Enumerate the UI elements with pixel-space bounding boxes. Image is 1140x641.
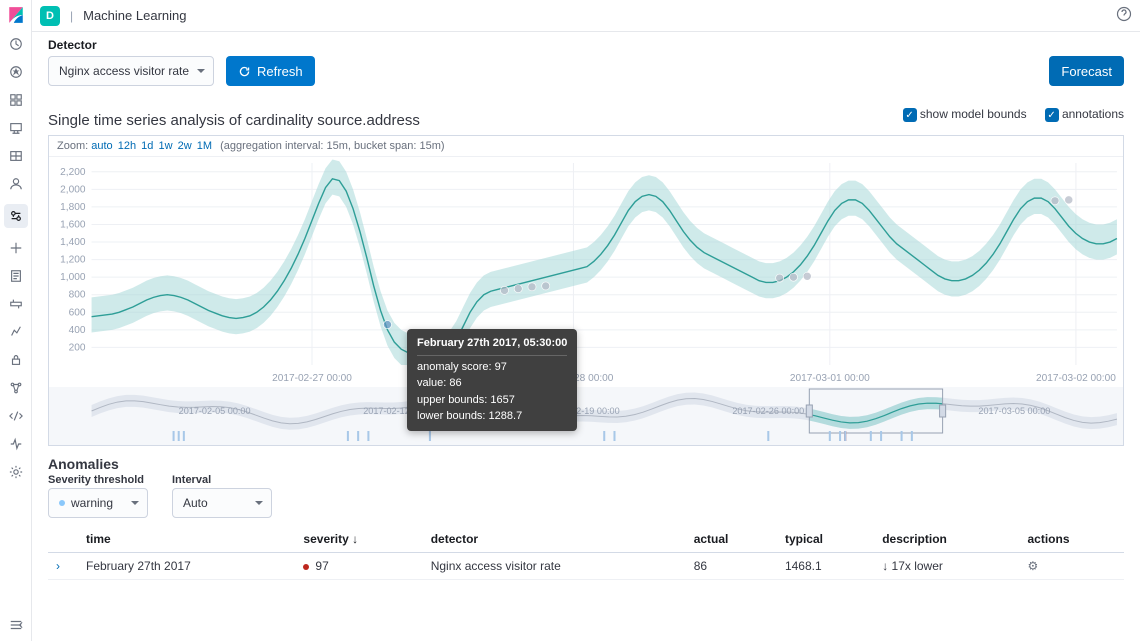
forecast-button[interactable]: Forecast [1049, 56, 1124, 86]
svg-text:2,200: 2,200 [60, 167, 86, 178]
detector-select[interactable]: Nginx access visitor rate [48, 56, 214, 86]
main-timeseries-chart[interactable]: 200 400 600 800 1,000 1,200 1,400 1,600 1,800 2,0… [49, 157, 1123, 387]
left-nav-rail [0, 0, 32, 641]
breadcrumb-sep: | [70, 9, 73, 23]
svg-text:600: 600 [69, 307, 86, 318]
main-panel: D | Machine Learning Detector Nginx acce… [32, 0, 1140, 641]
svg-text:200: 200 [69, 342, 86, 353]
nav-dev-icon[interactable] [8, 408, 24, 424]
zoom-option[interactable]: 2w [178, 140, 192, 152]
analysis-title: Single time series analysis of cardinali… [48, 112, 420, 129]
severity-threshold-select[interactable]: warning [48, 488, 148, 518]
top-bar: D | Machine Learning [32, 0, 1140, 32]
nav-security-icon[interactable] [8, 352, 24, 368]
col-time[interactable]: time [78, 526, 295, 553]
svg-text:2017-03-02 00:00: 2017-03-02 00:00 [1036, 373, 1116, 384]
row-actions-icon[interactable]: ⚙ [1027, 559, 1038, 573]
nav-maps-icon[interactable] [8, 148, 24, 164]
interval-label: Interval [172, 474, 272, 486]
svg-text:2,000: 2,000 [60, 184, 86, 195]
nav-collapse-icon[interactable] [8, 617, 24, 633]
zoom-bar: Zoom: auto 12h 1d 1w 2w 1M (aggregation … [49, 136, 1123, 157]
nav-graph-icon[interactable] [8, 380, 24, 396]
col-severity[interactable]: severity ↓ [295, 526, 422, 553]
svg-text:1,200: 1,200 [60, 255, 86, 266]
svg-text:400: 400 [69, 325, 86, 336]
zoom-option[interactable]: 1d [141, 140, 153, 152]
nav-dashboard-icon[interactable] [8, 92, 24, 108]
svg-text:1,600: 1,600 [60, 220, 86, 231]
expand-row-icon[interactable]: › [56, 559, 60, 573]
col-actions[interactable]: actions [1019, 526, 1124, 553]
show-model-bounds-checkbox[interactable]: ✓ show model bounds [903, 107, 1027, 123]
nav-monitoring-icon[interactable] [8, 436, 24, 452]
space-badge[interactable]: D [40, 6, 60, 26]
zoom-option[interactable]: auto [91, 140, 112, 152]
svg-text:2017-02-05 00:00: 2017-02-05 00:00 [179, 406, 251, 416]
anomaly-tooltip: February 27th 2017, 05:30:00 anomaly sco… [407, 329, 577, 431]
svg-text:2017-02-26 00:00: 2017-02-26 00:00 [732, 406, 804, 416]
detector-label: Detector [48, 38, 1124, 52]
anomalies-heading: Anomalies [48, 456, 1124, 472]
nav-canvas-icon[interactable] [8, 120, 24, 136]
svg-text:2017-03-05 00:00: 2017-03-05 00:00 [978, 406, 1050, 416]
navigator-chart[interactable]: 2017-02-05 00:002017-02-12 00:002017-02-… [49, 387, 1123, 445]
zoom-option[interactable]: 1M [197, 140, 212, 152]
col-actual[interactable]: actual [686, 526, 777, 553]
kibana-logo-icon [7, 6, 25, 24]
table-row[interactable]: ›February 27th 201797Nginx access visito… [48, 553, 1124, 580]
svg-text:1,800: 1,800 [60, 202, 86, 213]
nav-ml-icon[interactable] [4, 204, 28, 228]
refresh-button[interactable]: Refresh [226, 56, 315, 86]
col-description[interactable]: description [874, 526, 1019, 553]
help-icon[interactable] [1116, 6, 1132, 25]
col-typical[interactable]: typical [777, 526, 874, 553]
page-title: Machine Learning [83, 8, 186, 23]
nav-recent-icon[interactable] [8, 36, 24, 52]
nav-infra-icon[interactable] [8, 240, 24, 256]
zoom-option[interactable]: 1w [158, 140, 172, 152]
chart-card: Zoom: auto 12h 1d 1w 2w 1M (aggregation … [48, 135, 1124, 446]
zoom-option[interactable]: 12h [118, 140, 136, 152]
annotations-checkbox[interactable]: ✓ annotations [1045, 107, 1124, 123]
svg-text:1,000: 1,000 [60, 272, 86, 283]
svg-text:800: 800 [69, 290, 86, 301]
interval-select[interactable]: Auto [172, 488, 272, 518]
nav-logs-icon[interactable] [8, 268, 24, 284]
anomalies-table: timeseverity ↓detectoractualtypicaldescr… [48, 526, 1124, 580]
severity-threshold-label: Severity threshold [48, 474, 148, 486]
nav-apm-icon[interactable] [8, 296, 24, 312]
svg-text:1,400: 1,400 [60, 237, 86, 248]
col-detector[interactable]: detector [423, 526, 686, 553]
nav-users-icon[interactable] [8, 176, 24, 192]
nav-uptime-icon[interactable] [8, 324, 24, 340]
svg-text:2017-03-01 00:00: 2017-03-01 00:00 [790, 373, 870, 384]
nav-discover-icon[interactable] [8, 64, 24, 80]
nav-management-icon[interactable] [8, 464, 24, 480]
svg-text:2017-02-27 00:00: 2017-02-27 00:00 [272, 373, 352, 384]
